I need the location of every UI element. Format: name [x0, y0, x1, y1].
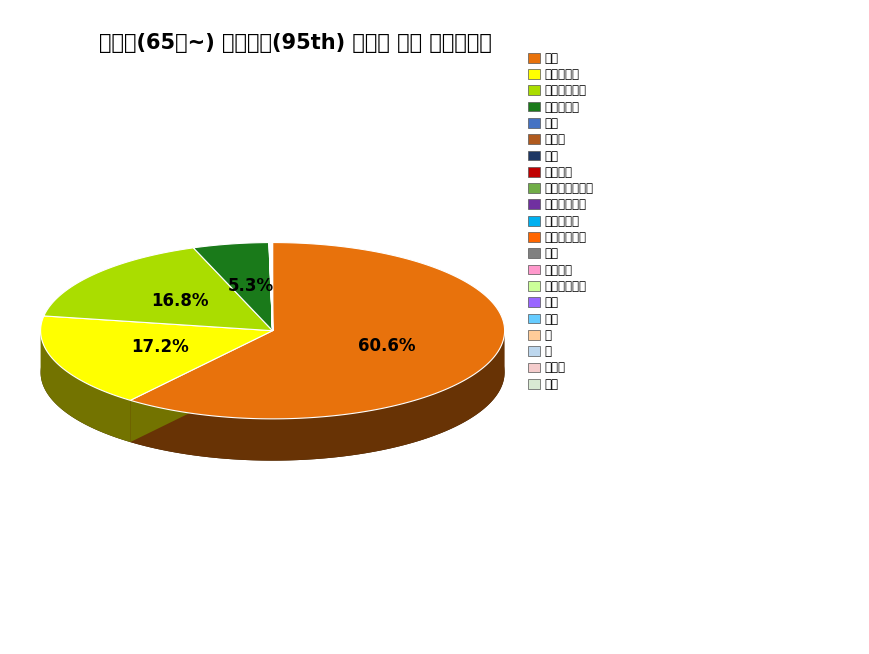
Polygon shape [130, 331, 504, 460]
Polygon shape [271, 243, 272, 331]
Text: 전국민(65세~) 극단섭취(95th) 식품별 퓨란 노출기여도: 전국민(65세~) 극단섭취(95th) 식품별 퓨란 노출기여도 [99, 33, 492, 53]
Polygon shape [270, 243, 272, 331]
Polygon shape [41, 316, 272, 400]
Text: 17.2%: 17.2% [131, 338, 189, 356]
Polygon shape [271, 243, 272, 331]
Text: 16.8%: 16.8% [151, 292, 209, 311]
Polygon shape [41, 284, 504, 460]
Polygon shape [269, 243, 272, 331]
Polygon shape [270, 243, 272, 331]
Polygon shape [43, 248, 272, 331]
Polygon shape [269, 243, 272, 331]
Polygon shape [41, 331, 130, 442]
Polygon shape [130, 331, 272, 442]
Polygon shape [270, 243, 272, 331]
Polygon shape [271, 243, 272, 331]
Polygon shape [269, 243, 272, 331]
Polygon shape [193, 243, 272, 331]
Polygon shape [269, 243, 272, 331]
Polygon shape [271, 243, 272, 331]
Polygon shape [130, 331, 272, 442]
Legend: 소스, 과일통조림, 인스턴트커피, 당류가공품, 분유, 이유식, 음료, 과일주스, 곡류두류통조림, 채소류통조림, 육류통조림, 수산물통조림, 스프,: 소스, 과일통조림, 인스턴트커피, 당류가공품, 분유, 이유식, 음료, 과… [527, 52, 593, 391]
Polygon shape [270, 243, 272, 331]
Polygon shape [130, 243, 504, 419]
Polygon shape [269, 243, 272, 331]
Polygon shape [269, 243, 272, 331]
Text: 60.6%: 60.6% [357, 337, 415, 354]
Text: 5.3%: 5.3% [228, 277, 274, 294]
